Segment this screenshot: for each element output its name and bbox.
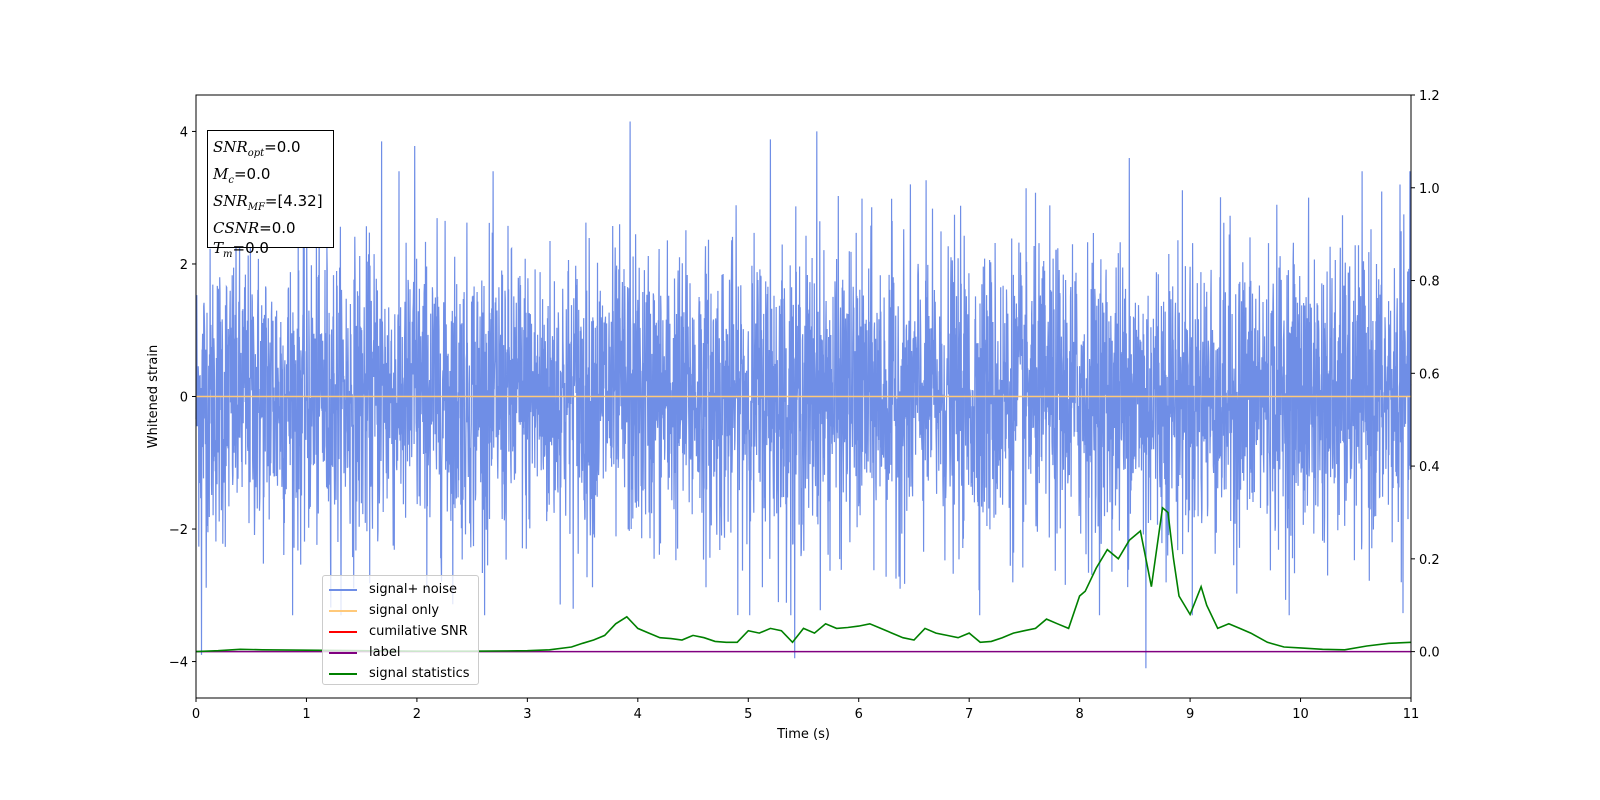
x-tick-label: 10: [1292, 707, 1309, 722]
legend-swatch: [329, 651, 357, 654]
tm-value: =0.0: [232, 239, 269, 257]
mc-line: Mc=0.0: [213, 164, 328, 191]
tm-sub: m: [223, 249, 233, 260]
y-tick-label-left: 4: [180, 125, 188, 140]
legend-label: cumilative SNR: [369, 624, 468, 639]
mc-sub: c: [228, 175, 234, 186]
legend-item: cumilative SNR: [329, 621, 472, 642]
legend-swatch: [329, 630, 357, 633]
snr-mf-symbol: SNR: [213, 192, 248, 210]
y-tick-label-right: 0.8: [1419, 275, 1440, 290]
legend-label: signal statistics: [369, 666, 470, 681]
legend-item: label: [329, 642, 472, 663]
y-tick-label-left: −2: [169, 523, 188, 538]
axis-ticks: 0 1 2 3 4 5 6 7 8 9 10 11 −4 −2 0 2 4 0.0 0.2 0.4 0.6 0.8 1.0 1…: [169, 89, 1440, 722]
legend-item: signal only: [329, 600, 472, 621]
snr-mf-value: =[4.32]: [264, 192, 323, 210]
snr-mf-sub: MF: [247, 202, 265, 213]
x-tick-label: 0: [192, 707, 200, 722]
signal-statistics-line: [195, 506, 1412, 653]
snr-opt-symbol: SNR: [213, 138, 248, 156]
y-tick-label-right: 0.6: [1419, 367, 1440, 382]
y-tick-label-left: 2: [180, 258, 188, 273]
y-tick-label-right: 0.2: [1419, 553, 1440, 568]
csnr-line: CSNR=0.0: [213, 218, 328, 238]
tm-line: Tm=0.0: [213, 238, 328, 265]
legend-swatch: [329, 672, 357, 675]
x-tick-label: 11: [1403, 707, 1420, 722]
x-tick-label: 6: [855, 707, 863, 722]
y-tick-label-left: 0: [180, 391, 188, 406]
metrics-box: SNRopt=0.0 Mc=0.0 SNRMF=[4.32] CSNR=0.0 …: [207, 130, 334, 260]
x-tick-label: 3: [523, 707, 531, 722]
legend-item: signal statistics: [329, 663, 472, 684]
x-tick-label: 4: [634, 707, 642, 722]
signal-noise-line: [195, 121, 1412, 669]
mc-value: =0.0: [233, 165, 271, 183]
signal-noise-trace: [195, 121, 1412, 669]
y-axis-label: Whitened strain: [146, 345, 161, 448]
legend-label: signal+ noise: [369, 582, 458, 597]
legend-label: signal only: [369, 603, 440, 618]
tm-symbol: T: [213, 239, 224, 257]
y-tick-label-right: 1.0: [1419, 182, 1440, 197]
x-axis-label: Time (s): [776, 727, 830, 742]
y-tick-label-left: −4: [169, 656, 188, 671]
x-tick-label: 7: [965, 707, 973, 722]
snr-mf-line: SNRMF=[4.32]: [213, 191, 328, 218]
snr-opt-value: =0.0: [264, 138, 301, 156]
csnr-value: =0.0: [259, 219, 296, 237]
legend: signal+ noise signal only cumilative SNR…: [322, 575, 479, 685]
legend-swatch: [329, 609, 357, 612]
x-tick-label: 9: [1186, 707, 1194, 722]
x-tick-label: 5: [744, 707, 752, 722]
legend-label: label: [369, 645, 401, 660]
x-tick-label: 1: [302, 707, 310, 722]
y-tick-label-right: 1.2: [1419, 89, 1440, 104]
mc-symbol: M: [213, 165, 229, 183]
snr-opt-line: SNRopt=0.0: [213, 137, 328, 164]
x-tick-label: 2: [413, 707, 421, 722]
y-tick-label-right: 0.0: [1419, 646, 1440, 661]
legend-swatch: [329, 588, 357, 591]
y-tick-label-right: 0.4: [1419, 460, 1440, 475]
csnr-symbol: CSNR: [213, 219, 260, 237]
x-tick-label: 8: [1075, 707, 1083, 722]
snr-opt-sub: opt: [247, 148, 265, 159]
legend-item: signal+ noise: [329, 579, 472, 600]
